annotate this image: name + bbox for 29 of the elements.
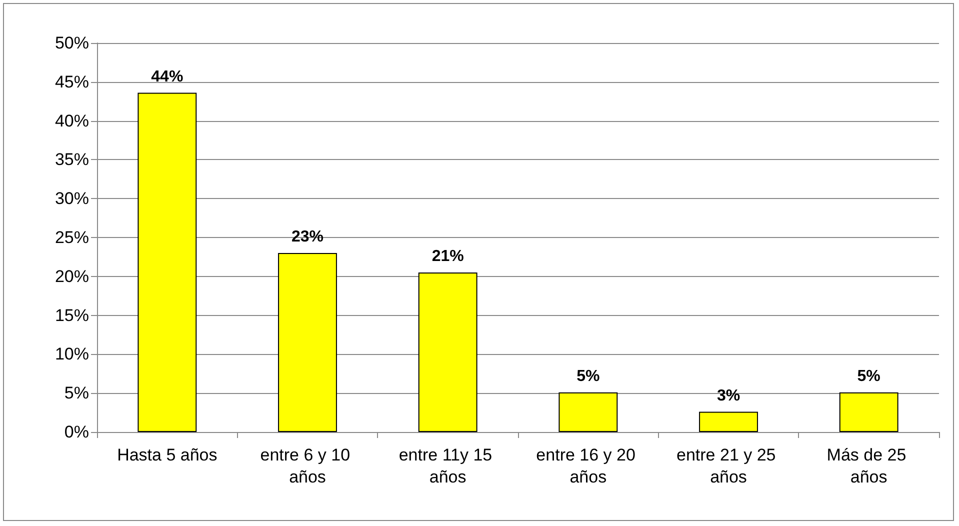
x-tick-label: Más de 25 años	[826, 446, 911, 486]
bar	[418, 272, 478, 432]
y-tick-label: 35%	[54, 150, 89, 170]
y-tick-label: 10%	[54, 344, 89, 364]
data-label: 44%	[151, 68, 184, 86]
bar	[138, 92, 197, 432]
x-tick-label: entre 6 y 10 años	[260, 446, 355, 486]
y-tick-label: 40%	[54, 111, 89, 130]
data-label: 23%	[291, 228, 324, 246]
data-label: 3%	[716, 387, 740, 404]
x-tick-label: entre 11y 15 años	[398, 446, 497, 486]
y-tick-label: 0%	[64, 422, 89, 442]
bar	[278, 253, 337, 432]
y-tick-label: 15%	[54, 306, 89, 325]
x-tick-label: entre 16 y 20 años	[536, 446, 640, 486]
y-tick-label: 5%	[64, 384, 89, 403]
y-tick-label: 25%	[54, 228, 89, 247]
bar	[699, 412, 758, 432]
y-tick-label: 30%	[54, 189, 89, 208]
y-tick-label: 45%	[54, 72, 89, 92]
x-tick-label: Hasta 5 años	[117, 446, 218, 464]
data-label: 5%	[576, 368, 600, 385]
x-tick-label: entre 21 y 25 años	[676, 446, 780, 486]
bar	[839, 392, 898, 432]
y-tick-label: 20%	[54, 266, 89, 286]
y-tick-label: 50%	[54, 34, 89, 52]
data-label: 21%	[432, 248, 464, 266]
data-label: 5%	[857, 368, 880, 385]
bar	[558, 392, 618, 432]
